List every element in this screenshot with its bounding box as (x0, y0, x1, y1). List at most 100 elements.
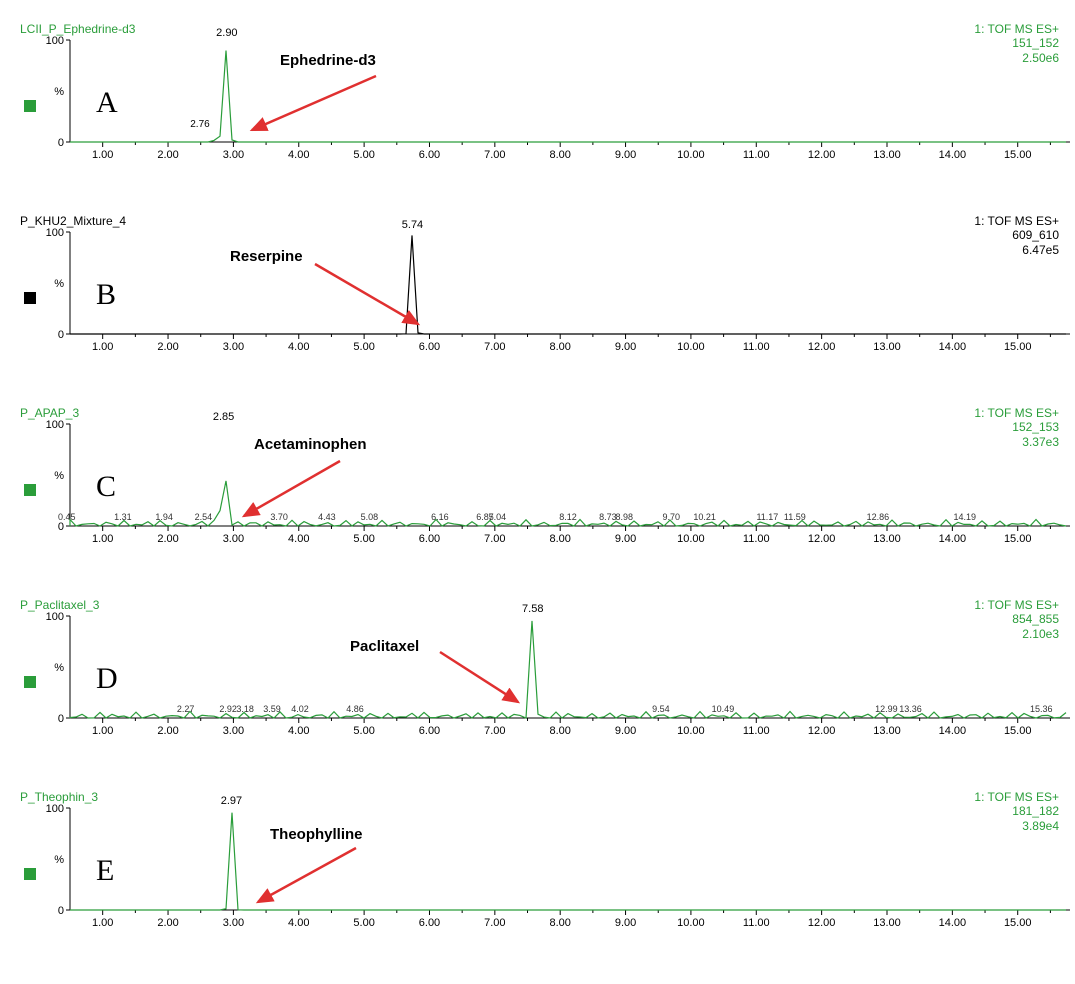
chromatogram-trace (70, 813, 1066, 910)
x-tick-label: 14.00 (939, 533, 967, 545)
x-tick-label: 9.00 (615, 725, 636, 737)
x-tick-label: 11.00 (743, 725, 770, 737)
noise-peak-label: 3.18 (236, 704, 254, 714)
x-tick-label: 15.00 (1004, 533, 1032, 545)
compound-label: Ephedrine-d3 (280, 52, 376, 69)
x-tick-label: 10.00 (677, 341, 705, 353)
chromatogram-panel-E: P_Theophin_31: TOF MS ES+181_1823.89e401… (12, 790, 1063, 968)
chromatogram-panel-B: P_KHU2_Mixture_41: TOF MS ES+609_6106.47… (12, 214, 1063, 392)
compound-label: Paclitaxel (350, 638, 419, 655)
x-tick-label: 4.00 (288, 725, 309, 737)
chromatogram-svg: 0100%1.002.003.004.005.006.007.008.009.0… (40, 406, 1075, 566)
x-tick-label: 1.00 (92, 341, 113, 353)
x-tick-label: 10.00 (677, 725, 705, 737)
x-tick-label: 4.00 (288, 917, 309, 929)
noise-peak-label: 2.54 (195, 512, 213, 522)
y-axis-percent-label: % (54, 854, 64, 866)
x-tick-label: 12.00 (808, 725, 836, 737)
panel-marker-icon (24, 292, 36, 304)
x-tick-label: 11.00 (743, 917, 770, 929)
plot-area: 0100%1.002.003.004.005.006.007.008.009.0… (40, 790, 1063, 950)
x-tick-label: 2.00 (157, 917, 178, 929)
compound-label: Theophylline (270, 826, 363, 843)
minor-peak-label: 2.76 (190, 119, 210, 130)
x-tick-label: 6.00 (419, 149, 440, 161)
x-tick-label: 15.00 (1004, 149, 1032, 161)
x-tick-label: 15.00 (1004, 725, 1032, 737)
x-tick-label: 11.00 (743, 149, 770, 161)
noise-peak-label: 14.19 (954, 512, 977, 522)
chromatogram-panel-C: P_APAP_31: TOF MS ES+152_1533.37e30100%1… (12, 406, 1063, 584)
x-tick-label: 9.00 (615, 533, 636, 545)
chromatogram-stack: LCII_P_Ephedrine-d31: TOF MS ES+151_1522… (0, 0, 1075, 984)
noise-peak-label: 4.86 (346, 704, 364, 714)
x-tick-label: 6.00 (419, 533, 440, 545)
x-tick-label: 5.00 (353, 533, 374, 545)
x-tick-label: 3.00 (223, 533, 244, 545)
x-tick-label: 15.00 (1004, 341, 1032, 353)
x-tick-label: 13.00 (873, 149, 901, 161)
y-tick-label: 100 (46, 611, 64, 623)
x-tick-label: 12.00 (808, 533, 836, 545)
x-tick-label: 13.00 (873, 533, 901, 545)
panel-letter: C (96, 470, 116, 504)
plot-area: 0100%1.002.003.004.005.006.007.008.009.0… (40, 22, 1063, 182)
x-tick-label: 8.00 (549, 149, 570, 161)
x-tick-label: 9.00 (615, 149, 636, 161)
y-axis-percent-label: % (54, 278, 64, 290)
compound-label: Reserpine (230, 248, 303, 265)
x-tick-label: 12.00 (808, 149, 836, 161)
x-tick-label: 13.00 (873, 725, 901, 737)
peak-rt-label: 2.90 (216, 27, 237, 39)
noise-peak-label: 8.12 (559, 512, 577, 522)
x-tick-label: 6.00 (419, 725, 440, 737)
peak-rt-label: 7.58 (522, 603, 543, 615)
noise-peak-label: 10.21 (693, 512, 716, 522)
x-tick-label: 3.00 (223, 149, 244, 161)
x-tick-label: 13.00 (873, 917, 901, 929)
y-tick-label: 0 (58, 521, 64, 533)
x-tick-label: 1.00 (92, 149, 113, 161)
chromatogram-panel-D: P_Paclitaxel_31: TOF MS ES+854_8552.10e3… (12, 598, 1063, 776)
chromatogram-trace (70, 51, 1066, 143)
x-tick-label: 10.00 (677, 149, 705, 161)
x-tick-label: 10.00 (677, 917, 705, 929)
noise-peak-label: 4.43 (318, 512, 336, 522)
x-tick-label: 8.00 (549, 341, 570, 353)
y-tick-label: 100 (46, 803, 64, 815)
x-tick-label: 9.00 (615, 341, 636, 353)
x-tick-label: 7.00 (484, 533, 505, 545)
noise-peak-label: 9.54 (652, 704, 670, 714)
peak-rt-label: 5.74 (402, 219, 423, 231)
y-tick-label: 100 (46, 227, 64, 239)
noise-peak-label: 5.08 (361, 512, 379, 522)
noise-peak-label: 7.04 (489, 512, 507, 522)
x-tick-label: 4.00 (288, 341, 309, 353)
compound-label: Acetaminophen (254, 436, 367, 453)
x-tick-label: 5.00 (353, 917, 374, 929)
x-tick-label: 1.00 (92, 917, 113, 929)
x-tick-label: 15.00 (1004, 917, 1032, 929)
noise-peak-label: 3.70 (270, 512, 288, 522)
x-tick-label: 14.00 (939, 917, 967, 929)
x-tick-label: 2.00 (157, 725, 178, 737)
noise-peak-label: 8.98 (615, 512, 633, 522)
noise-peak-label: 9.70 (663, 512, 681, 522)
x-tick-label: 6.00 (419, 341, 440, 353)
noise-peak-label: 8.73 (599, 512, 617, 522)
peak-rt-label: 2.97 (221, 795, 242, 807)
chromatogram-svg: 0100%1.002.003.004.005.006.007.008.009.0… (40, 214, 1075, 374)
noise-peak-label: 6.16 (431, 512, 449, 522)
chromatogram-svg: 0100%1.002.003.004.005.006.007.008.009.0… (40, 790, 1075, 950)
noise-peak-label: 2.92 (219, 704, 237, 714)
y-axis-percent-label: % (54, 470, 64, 482)
y-tick-label: 100 (46, 35, 64, 47)
plot-area: 0100%1.002.003.004.005.006.007.008.009.0… (40, 598, 1063, 758)
x-tick-label: 12.00 (808, 917, 836, 929)
x-tick-label: 13.00 (873, 341, 901, 353)
x-tick-label: 2.00 (157, 149, 178, 161)
noise-peak-label: 0.45 (58, 512, 76, 522)
x-tick-label: 14.00 (939, 725, 967, 737)
x-tick-label: 1.00 (92, 533, 113, 545)
x-tick-label: 3.00 (223, 725, 244, 737)
